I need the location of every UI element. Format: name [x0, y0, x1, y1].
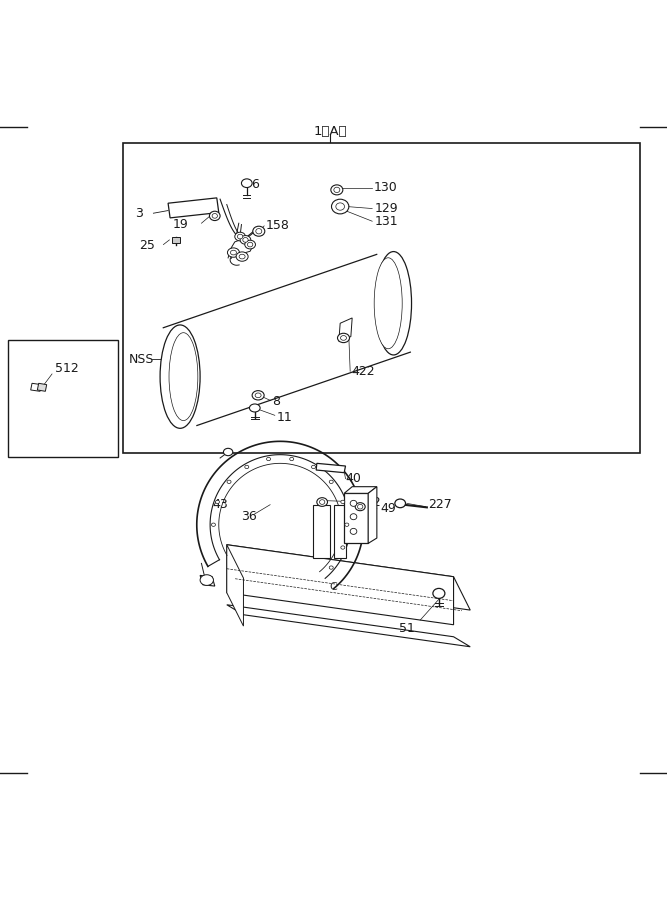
- Ellipse shape: [376, 252, 412, 355]
- Ellipse shape: [289, 457, 293, 461]
- Polygon shape: [227, 544, 470, 610]
- Polygon shape: [334, 505, 346, 558]
- Text: 129: 129: [375, 202, 398, 215]
- Ellipse shape: [433, 589, 445, 598]
- Text: 8: 8: [272, 395, 280, 409]
- Ellipse shape: [331, 184, 343, 195]
- Ellipse shape: [255, 229, 261, 234]
- Text: 130: 130: [374, 182, 398, 194]
- Polygon shape: [344, 493, 368, 544]
- Bar: [123, 143, 640, 454]
- Polygon shape: [344, 487, 377, 493]
- Ellipse shape: [341, 545, 345, 549]
- Ellipse shape: [341, 500, 345, 504]
- Ellipse shape: [223, 448, 233, 455]
- Ellipse shape: [336, 202, 345, 211]
- Text: 51: 51: [399, 622, 415, 634]
- Ellipse shape: [395, 499, 406, 508]
- Ellipse shape: [252, 391, 264, 400]
- Polygon shape: [227, 605, 470, 647]
- Ellipse shape: [334, 187, 340, 193]
- Text: 19: 19: [172, 218, 188, 231]
- Ellipse shape: [245, 240, 255, 249]
- Ellipse shape: [350, 528, 357, 535]
- Polygon shape: [231, 238, 253, 255]
- Ellipse shape: [236, 252, 248, 261]
- Polygon shape: [368, 487, 377, 544]
- Ellipse shape: [209, 212, 220, 220]
- Ellipse shape: [160, 325, 200, 428]
- Ellipse shape: [212, 213, 217, 218]
- Ellipse shape: [331, 199, 349, 214]
- Polygon shape: [227, 544, 454, 625]
- Polygon shape: [200, 575, 215, 586]
- Polygon shape: [313, 505, 330, 558]
- Text: 43: 43: [212, 499, 228, 511]
- Ellipse shape: [211, 523, 215, 526]
- Ellipse shape: [350, 514, 357, 519]
- Ellipse shape: [239, 254, 245, 259]
- Ellipse shape: [350, 500, 357, 507]
- Text: 47: 47: [279, 557, 295, 570]
- Text: 36: 36: [241, 510, 257, 523]
- Ellipse shape: [319, 500, 325, 504]
- Text: C: C: [329, 581, 338, 591]
- Text: NSS: NSS: [129, 354, 154, 366]
- Ellipse shape: [215, 500, 219, 504]
- Bar: [8, 340, 118, 456]
- Ellipse shape: [358, 504, 363, 509]
- Ellipse shape: [345, 523, 349, 526]
- Text: 25: 25: [139, 239, 155, 252]
- Ellipse shape: [200, 575, 213, 585]
- Ellipse shape: [237, 234, 243, 238]
- Text: 3: 3: [135, 207, 143, 220]
- Ellipse shape: [227, 481, 231, 483]
- Ellipse shape: [249, 404, 260, 412]
- Ellipse shape: [253, 226, 265, 236]
- Ellipse shape: [374, 257, 402, 348]
- Ellipse shape: [329, 481, 334, 483]
- Polygon shape: [31, 383, 41, 392]
- Ellipse shape: [329, 566, 334, 569]
- Polygon shape: [172, 237, 180, 243]
- Ellipse shape: [169, 333, 198, 420]
- Text: 422: 422: [352, 364, 375, 378]
- Ellipse shape: [235, 232, 245, 241]
- Polygon shape: [316, 464, 346, 472]
- Ellipse shape: [240, 236, 251, 244]
- Ellipse shape: [340, 336, 347, 340]
- Ellipse shape: [355, 503, 366, 510]
- Ellipse shape: [267, 457, 271, 461]
- Ellipse shape: [227, 248, 239, 257]
- Text: 11: 11: [277, 411, 293, 425]
- Polygon shape: [168, 198, 219, 218]
- Text: 40: 40: [346, 472, 362, 485]
- Text: 131: 131: [375, 215, 398, 228]
- Text: 512: 512: [55, 362, 79, 375]
- Ellipse shape: [245, 465, 249, 469]
- Ellipse shape: [230, 250, 236, 255]
- Ellipse shape: [338, 333, 350, 343]
- Text: 158: 158: [265, 220, 289, 232]
- Text: 1（A）: 1（A）: [313, 125, 347, 139]
- Text: 6: 6: [251, 178, 259, 191]
- Ellipse shape: [255, 393, 261, 398]
- Text: 42: 42: [366, 496, 382, 508]
- Text: 227: 227: [428, 499, 452, 511]
- Ellipse shape: [247, 242, 253, 247]
- Ellipse shape: [311, 465, 315, 469]
- Ellipse shape: [241, 179, 252, 187]
- Text: 49: 49: [380, 502, 396, 515]
- Polygon shape: [227, 544, 243, 626]
- Polygon shape: [37, 383, 47, 392]
- Ellipse shape: [317, 498, 327, 507]
- Polygon shape: [339, 318, 352, 341]
- Ellipse shape: [243, 238, 248, 242]
